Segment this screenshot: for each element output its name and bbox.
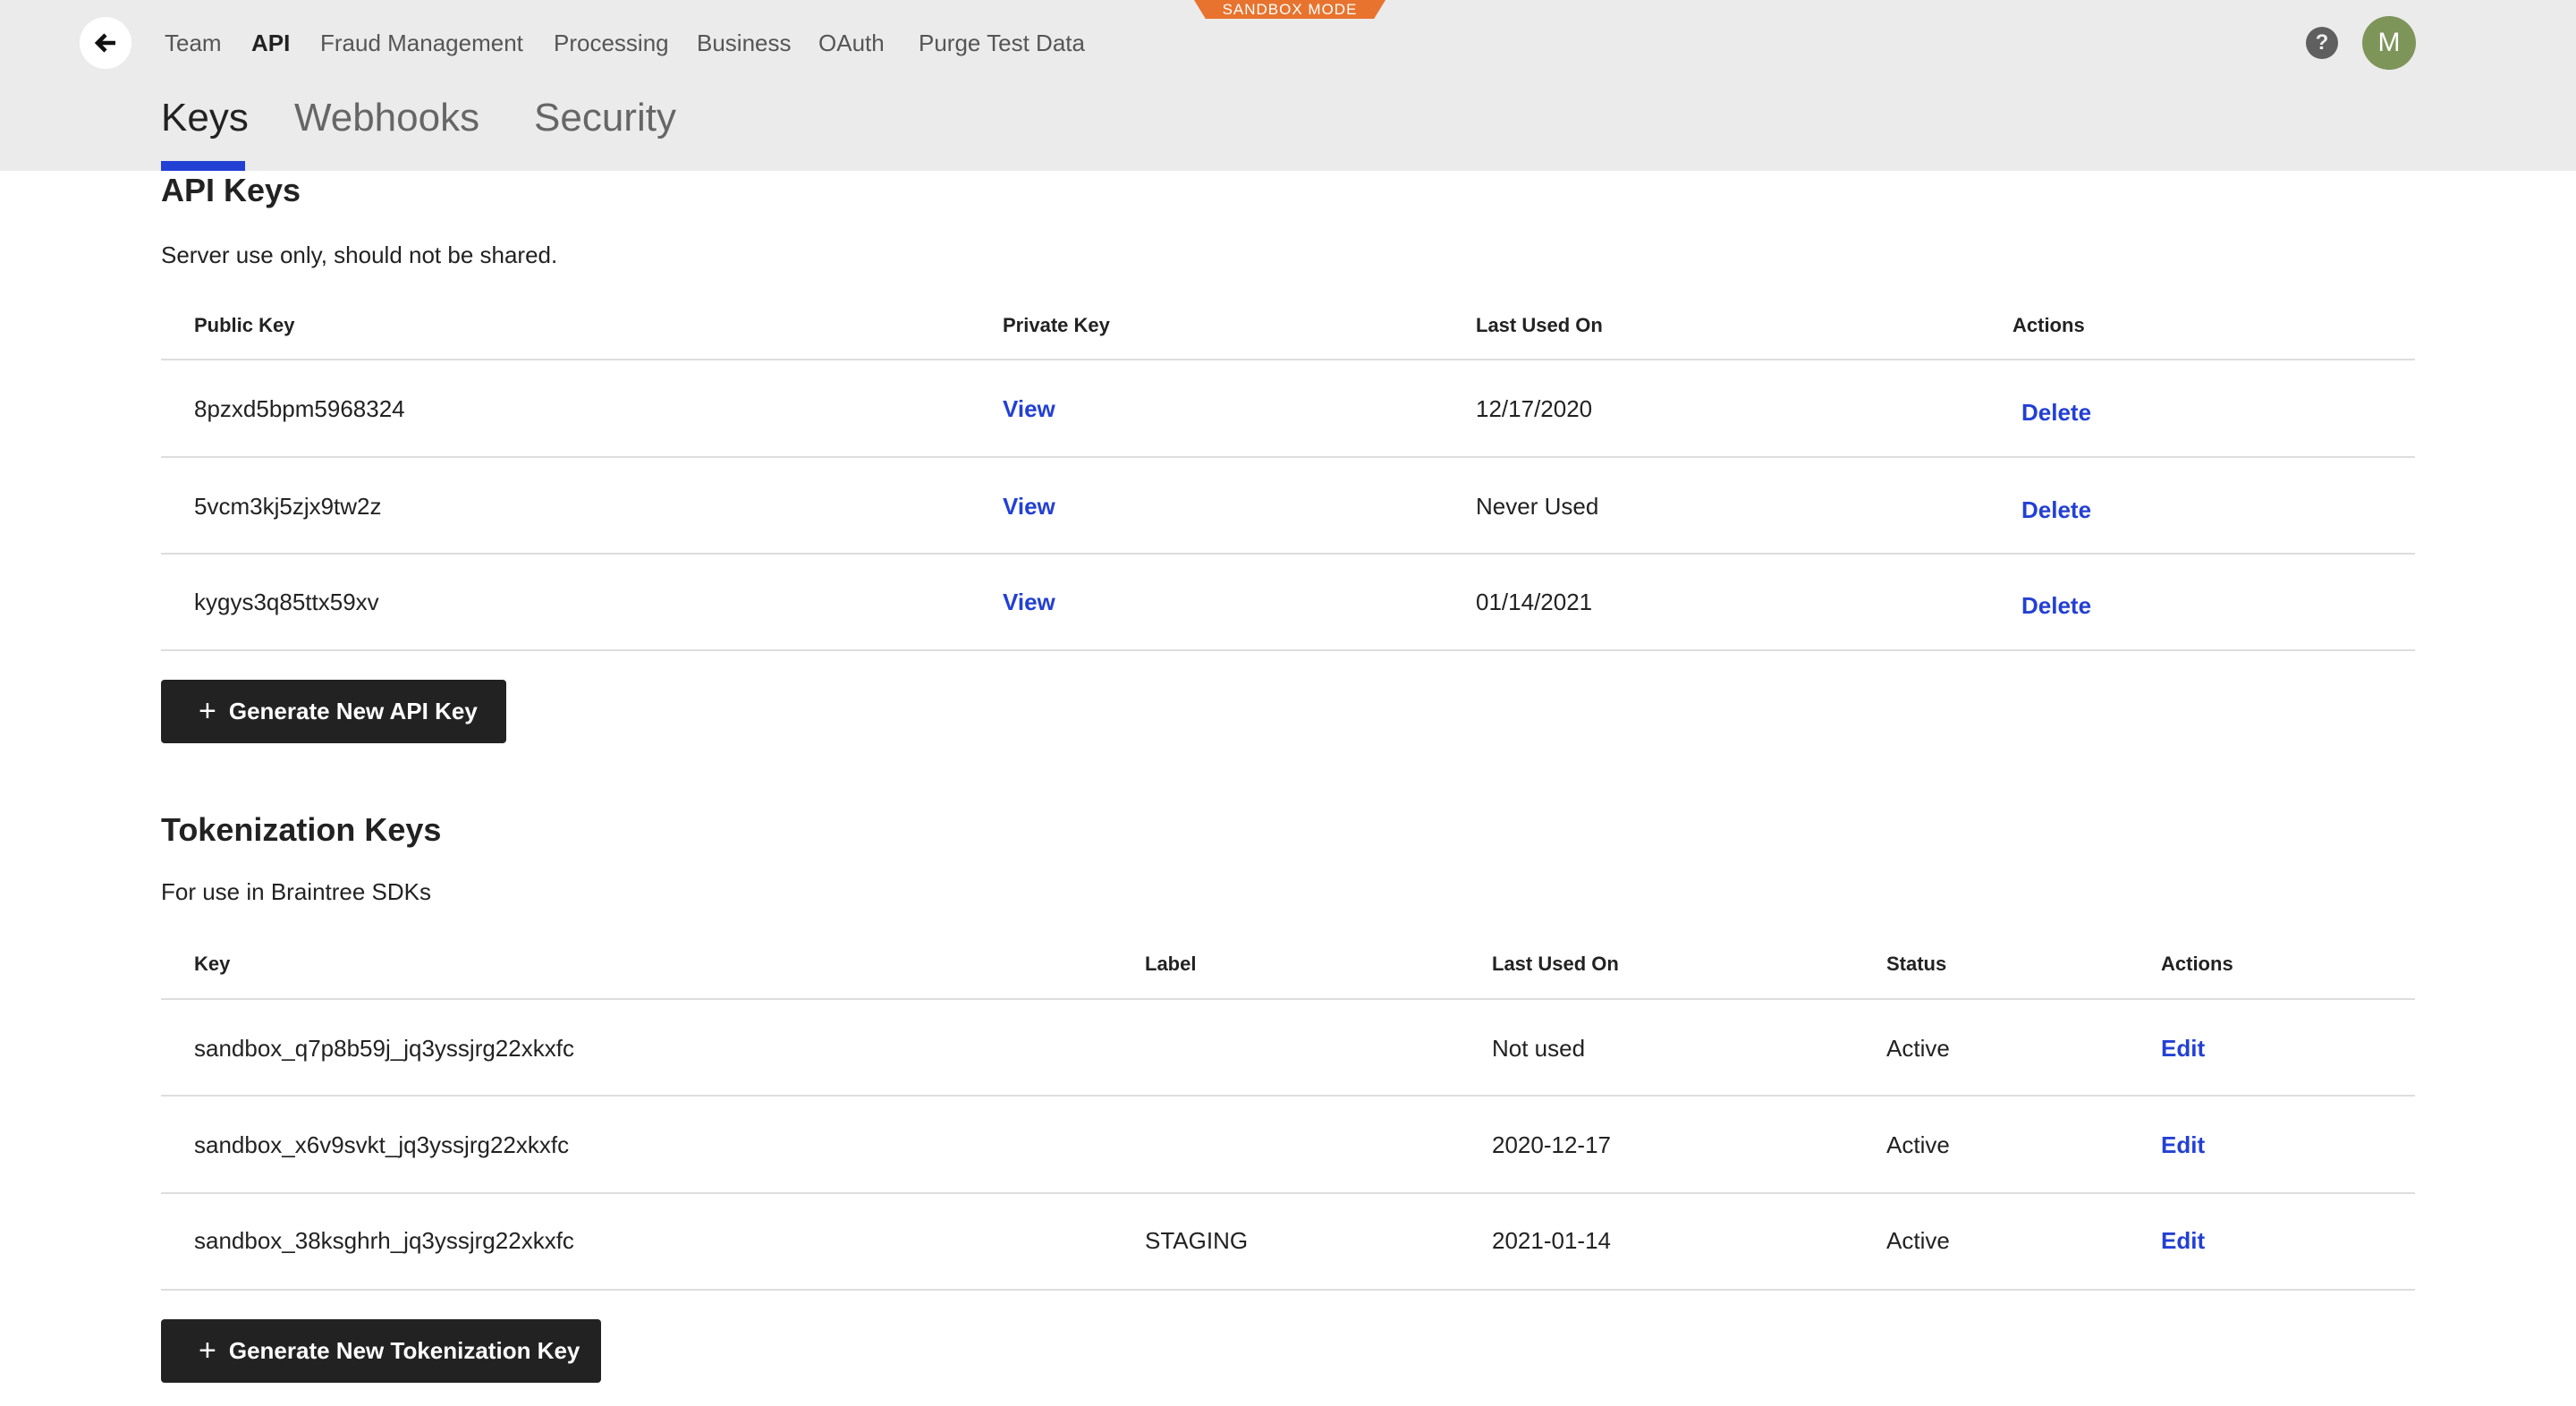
nav-team[interactable]: Team bbox=[165, 30, 222, 56]
tab-keys[interactable]: Keys bbox=[161, 96, 249, 140]
tokenization-keys-heading: Tokenization Keys bbox=[161, 811, 442, 848]
last-used: 01/14/2021 bbox=[1476, 589, 1593, 615]
view-private-key-link[interactable]: View bbox=[1003, 395, 1055, 422]
generate-api-key-button[interactable]: + Generate New API Key bbox=[161, 680, 506, 743]
last-used: Not used bbox=[1492, 1035, 1586, 1062]
public-key: kygys3q85ttx59xv bbox=[194, 589, 379, 615]
plus-icon: + bbox=[199, 694, 216, 728]
column-header: Public Key bbox=[194, 314, 295, 336]
sandbox-mode-badge: SANDBOX MODE bbox=[1194, 0, 1385, 19]
view-private-key-link[interactable]: View bbox=[1003, 493, 1055, 520]
status: Active bbox=[1886, 1035, 1950, 1062]
plus-icon: + bbox=[199, 1334, 216, 1368]
divider bbox=[161, 553, 2415, 555]
edit-key-link[interactable]: Edit bbox=[2161, 1035, 2206, 1062]
tokenization-subtitle: For use in Braintree SDKs bbox=[161, 878, 432, 905]
view-private-key-link[interactable]: View bbox=[1003, 589, 1055, 615]
arrow-left-icon bbox=[94, 33, 115, 53]
edit-key-link[interactable]: Edit bbox=[2161, 1227, 2206, 1254]
generate-tokenization-key-button[interactable]: + Generate New Tokenization Key bbox=[161, 1319, 601, 1383]
public-key: 5vcm3kj5zjx9tw2z bbox=[194, 493, 382, 520]
delete-key-link[interactable]: Delete bbox=[2021, 592, 2092, 619]
divider bbox=[161, 359, 2415, 360]
column-header: Private Key bbox=[1003, 314, 1110, 336]
column-header: Actions bbox=[2012, 314, 2085, 336]
divider bbox=[161, 456, 2415, 458]
divider bbox=[161, 1289, 2415, 1291]
column-header: Actions bbox=[2161, 953, 2233, 975]
column-header: Last Used On bbox=[1476, 314, 1603, 336]
tokenization-key: sandbox_x6v9svkt_jq3yssjrg22xkxfc bbox=[194, 1131, 570, 1158]
divider bbox=[161, 1095, 2415, 1097]
status: Active bbox=[1886, 1227, 1950, 1254]
top-header bbox=[0, 0, 2576, 171]
back-button[interactable] bbox=[80, 17, 131, 69]
button-label: Generate New Tokenization Key bbox=[228, 1337, 580, 1364]
button-label: Generate New API Key bbox=[228, 698, 478, 724]
last-used: 12/17/2020 bbox=[1476, 395, 1593, 422]
column-header: Key bbox=[194, 953, 231, 975]
tab-security[interactable]: Security bbox=[534, 96, 676, 140]
column-header: Last Used On bbox=[1492, 953, 1619, 975]
edit-key-link[interactable]: Edit bbox=[2161, 1131, 2206, 1158]
help-icon[interactable]: ? bbox=[2306, 27, 2338, 59]
api-keys-subtitle: Server use only, should not be shared. bbox=[161, 241, 558, 268]
api-keys-heading: API Keys bbox=[161, 172, 301, 208]
tab-webhooks[interactable]: Webhooks bbox=[294, 96, 480, 140]
avatar[interactable]: M bbox=[2362, 16, 2416, 70]
divider bbox=[161, 649, 2415, 651]
nav-purge-test-data[interactable]: Purge Test Data bbox=[919, 30, 1085, 56]
delete-key-link[interactable]: Delete bbox=[2021, 496, 2092, 523]
column-header: Label bbox=[1145, 953, 1197, 975]
nav-oauth[interactable]: OAuth bbox=[818, 30, 885, 56]
delete-key-link[interactable]: Delete bbox=[2021, 399, 2092, 426]
last-used: Never Used bbox=[1476, 493, 1599, 520]
key-label: STAGING bbox=[1145, 1227, 1249, 1254]
nav-api[interactable]: API bbox=[251, 30, 291, 56]
nav-processing[interactable]: Processing bbox=[554, 30, 669, 56]
nav-fraud-management[interactable]: Fraud Management bbox=[320, 30, 523, 56]
tokenization-key: sandbox_q7p8b59j_jq3yssjrg22xkxfc bbox=[194, 1035, 574, 1062]
divider bbox=[161, 998, 2415, 1000]
status: Active bbox=[1886, 1131, 1950, 1158]
tokenization-key: sandbox_38ksghrh_jq3yssjrg22xkxfc bbox=[194, 1227, 574, 1254]
column-header: Status bbox=[1886, 953, 1947, 975]
public-key: 8pzxd5bpm5968324 bbox=[194, 395, 405, 422]
last-used: 2021-01-14 bbox=[1492, 1227, 1611, 1254]
active-tab-indicator bbox=[161, 161, 245, 171]
last-used: 2020-12-17 bbox=[1492, 1131, 1611, 1158]
nav-business[interactable]: Business bbox=[697, 30, 792, 56]
divider bbox=[161, 1192, 2415, 1194]
